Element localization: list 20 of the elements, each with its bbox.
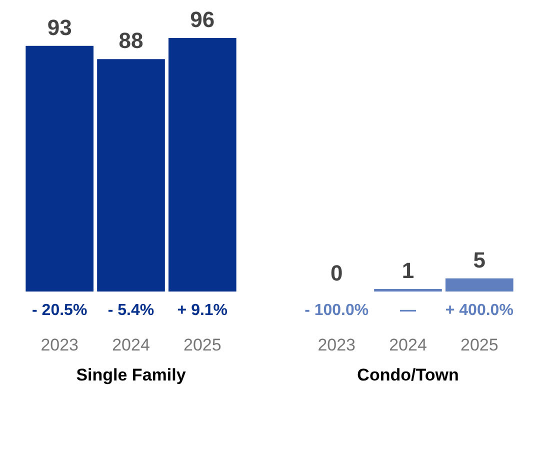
text: - 100.0% <box>304 302 369 320</box>
data-label: 5 <box>473 247 486 272</box>
data-label: 0 <box>330 260 343 286</box>
text: - 20.5% <box>32 302 88 320</box>
data-label: 96 <box>190 7 215 32</box>
x-tick-label: 2024 <box>112 335 150 354</box>
x-tick-label: 2023 <box>318 335 356 354</box>
x-tick-label: 2025 <box>183 335 222 354</box>
data-label: 93 <box>47 14 72 40</box>
text: - 5.4% <box>108 302 154 320</box>
x-tick-label: 2023 <box>40 335 79 354</box>
data-label: 1 <box>402 258 414 284</box>
text: + 9.1% <box>177 302 228 320</box>
x-tick-label: 2024 <box>389 335 427 354</box>
x-axis-title: Condo/Town <box>357 365 459 384</box>
x-axis-title: Single Family <box>76 365 186 384</box>
text: — <box>400 302 416 320</box>
x-tick-label: 2025 <box>460 335 498 354</box>
text: + 400.0% <box>445 302 514 320</box>
data-label: 88 <box>118 28 144 54</box>
